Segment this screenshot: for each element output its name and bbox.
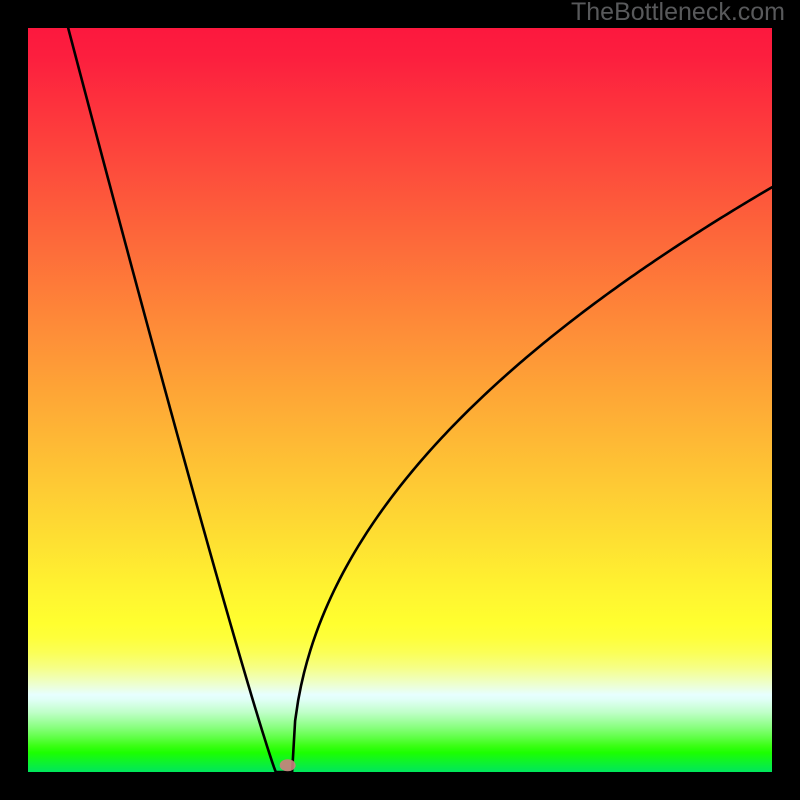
watermark-text: TheBottleneck.com xyxy=(571,0,785,27)
bottleneck-chart xyxy=(28,28,772,772)
optimal-point-marker xyxy=(280,759,296,771)
chart-frame: TheBottleneck.com xyxy=(0,0,800,800)
gradient-background xyxy=(28,28,772,772)
